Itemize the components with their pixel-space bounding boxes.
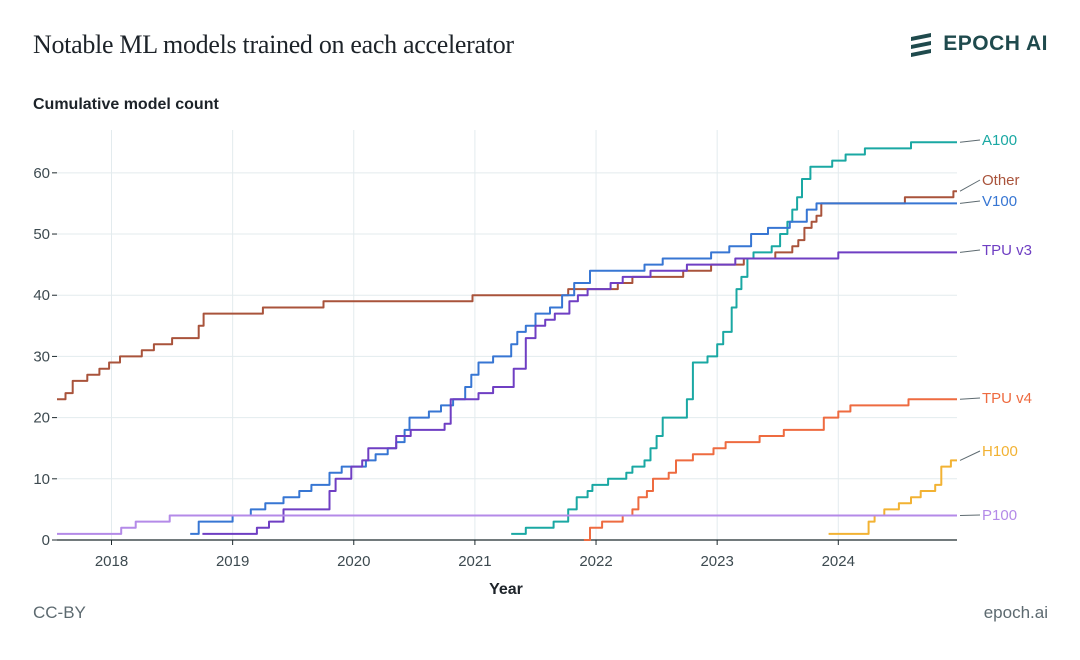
series-label-leader bbox=[959, 200, 981, 204]
x-tick-label: 2019 bbox=[216, 553, 249, 570]
series-label-leader bbox=[959, 179, 981, 192]
license-text: CC-BY bbox=[33, 603, 86, 622]
series-line-other bbox=[57, 190, 957, 401]
series-label-leader bbox=[959, 514, 981, 517]
series-label-tpu-v4: TPU v4 bbox=[982, 390, 1032, 407]
series-label-other: Other bbox=[982, 172, 1020, 189]
series-label-leader bbox=[959, 139, 981, 143]
series-line-h100 bbox=[828, 459, 957, 535]
y-tick-label: 40 bbox=[33, 287, 50, 304]
x-tick-label: 2021 bbox=[458, 553, 491, 570]
series-labels: A100 Other V100 TPU v3 TPU v4 H100 P100 bbox=[959, 132, 1032, 524]
y-tick-label: 60 bbox=[33, 165, 50, 182]
y-axis-title: Cumulative model count bbox=[33, 96, 219, 113]
series-label-tpu-v3: TPU v3 bbox=[982, 242, 1032, 259]
series-lines bbox=[57, 141, 957, 541]
series-label-p100: P100 bbox=[982, 507, 1017, 524]
y-tick-label: 50 bbox=[33, 226, 50, 243]
brand-logo[interactable]: EPOCH AI bbox=[908, 31, 1048, 57]
grid-lines bbox=[57, 130, 957, 540]
series-label-leader bbox=[959, 450, 981, 461]
series-line-tpu-v4 bbox=[583, 398, 957, 541]
brand-name: EPOCH AI bbox=[943, 32, 1048, 55]
y-tick-label: 0 bbox=[42, 532, 50, 549]
series-label-v100: V100 bbox=[982, 193, 1017, 210]
axes: 0 10 20 30 40 50 60 2018 2019 2020 2021 2022 2023 202… bbox=[33, 165, 957, 570]
x-axis-title: Year bbox=[489, 581, 523, 598]
x-tick-label: 2023 bbox=[700, 553, 733, 570]
series-line-a100 bbox=[511, 141, 957, 535]
y-tick-label: 20 bbox=[33, 410, 50, 427]
series-label-h100: H100 bbox=[982, 443, 1018, 460]
y-tick-label: 10 bbox=[33, 471, 50, 488]
x-tick-label: 2020 bbox=[337, 553, 370, 570]
chart-title: Notable ML models trained on each accele… bbox=[33, 30, 514, 59]
epoch-logo-icon bbox=[911, 33, 932, 57]
x-tick-label: 2022 bbox=[579, 553, 612, 570]
x-tick-label: 2018 bbox=[95, 553, 128, 570]
series-label-leader bbox=[959, 397, 981, 400]
x-tick-label: 2024 bbox=[822, 553, 855, 570]
series-label-leader bbox=[959, 249, 981, 253]
series-label-a100: A100 bbox=[982, 132, 1017, 149]
series-line-p100 bbox=[57, 514, 957, 535]
y-tick-label: 30 bbox=[33, 348, 50, 365]
series-line-v100 bbox=[190, 202, 957, 535]
series-line-tpu-v3 bbox=[202, 251, 957, 535]
site-link[interactable]: epoch.ai bbox=[983, 603, 1048, 622]
